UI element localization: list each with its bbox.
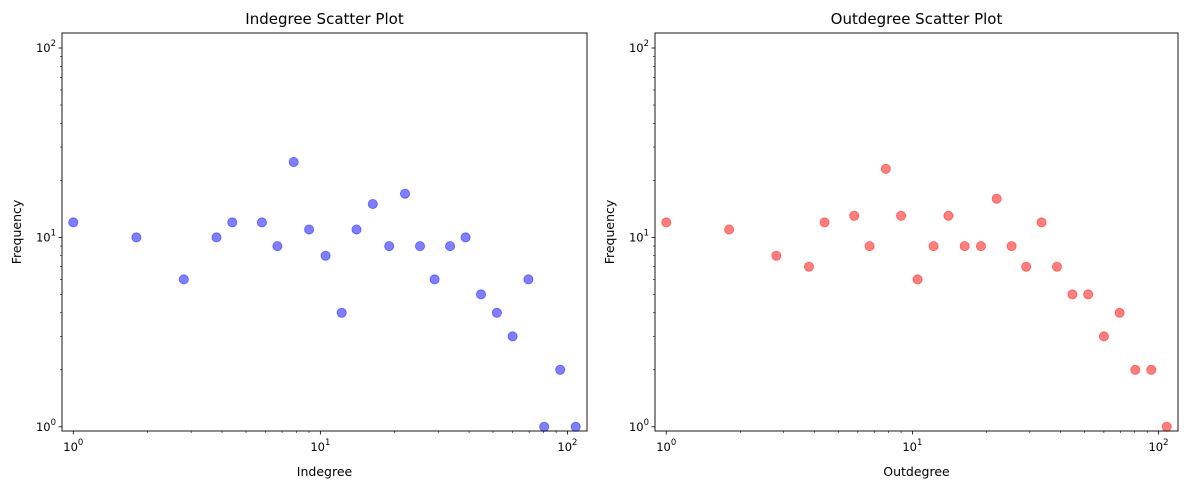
indegree-y-tick-label-1: 101	[36, 228, 56, 244]
indegree-point-18	[460, 232, 471, 243]
indegree-point-0	[68, 217, 79, 228]
indegree-point-1	[131, 232, 142, 243]
indegree-y-axis-label: Frequency	[9, 199, 24, 264]
outdegree-x-tick-label-0: 100	[656, 438, 676, 454]
indegree-point-23	[539, 421, 550, 432]
outdegree-point-17	[1036, 217, 1047, 228]
outdegree-point-18	[1052, 261, 1063, 272]
indegree-y-tick-label-2: 102	[36, 39, 56, 55]
indegree-point-22	[523, 274, 534, 285]
indegree-point-9	[320, 250, 331, 261]
indegree-chart: 100 101 102 100 101 102 Indegree Scatter Plot I…	[9, 10, 588, 479]
outdegree-point-14	[991, 193, 1002, 204]
outdegree-y-axis-label: Frequency	[602, 199, 617, 264]
outdegree-axes-frame	[654, 32, 1179, 432]
outdegree-point-9	[912, 274, 923, 285]
outdegree-x-axis-label: Outdegree	[883, 464, 950, 479]
outdegree-point-12	[959, 241, 970, 252]
indegree-x-tick-label-2: 102	[557, 438, 577, 454]
indegree-y-tick-label-0: 100	[36, 418, 56, 434]
indegree-point-5	[256, 217, 267, 228]
outdegree-point-25	[1161, 421, 1172, 432]
indegree-point-10	[336, 307, 347, 318]
outdegree-chart: 100 101 102 100 101 102 Outdegree Scatter Plot…	[602, 10, 1179, 479]
outdegree-x-tick-label-2: 102	[1148, 438, 1168, 454]
indegree-axes-frame	[61, 32, 588, 432]
outdegree-y-tick-label-2: 102	[629, 39, 649, 55]
indegree-x-axis-label: Indegree	[297, 464, 353, 479]
outdegree-point-11	[943, 210, 954, 221]
outdegree-point-2	[771, 250, 782, 261]
indegree-point-2	[178, 274, 189, 285]
outdegree-point-3	[804, 261, 815, 272]
outdegree-chart-title: Outdegree Scatter Plot	[831, 10, 1003, 28]
outdegree-y-tick-label-0: 100	[629, 418, 649, 434]
indegree-point-17	[445, 241, 456, 252]
indegree-point-11	[351, 224, 362, 235]
indegree-point-13	[384, 241, 395, 252]
indegree-point-7	[288, 156, 299, 167]
indegree-point-12	[367, 198, 378, 209]
outdegree-point-19	[1067, 289, 1078, 300]
indegree-point-16	[429, 274, 440, 285]
outdegree-point-22	[1114, 307, 1125, 318]
outdegree-point-13	[976, 241, 987, 252]
outdegree-point-20	[1083, 289, 1094, 300]
indegree-point-8	[304, 224, 315, 235]
outdegree-point-1	[724, 224, 735, 235]
indegree-point-24	[555, 364, 566, 375]
outdegree-point-24	[1146, 364, 1157, 375]
outdegree-point-23	[1130, 364, 1141, 375]
outdegree-point-8	[896, 210, 907, 221]
outdegree-y-tick-label-1: 101	[629, 228, 649, 244]
outdegree-point-5	[849, 210, 860, 221]
outdegree-point-10	[928, 241, 939, 252]
outdegree-point-7	[880, 163, 891, 174]
indegree-point-14	[399, 188, 410, 199]
indegree-point-19	[475, 289, 486, 300]
indegree-point-3	[211, 232, 222, 243]
indegree-chart-title: Indegree Scatter Plot	[245, 10, 404, 28]
indegree-point-6	[272, 241, 283, 252]
indegree-x-tick-label-0: 100	[63, 438, 83, 454]
indegree-point-15	[414, 241, 425, 252]
indegree-point-20	[491, 307, 502, 318]
outdegree-point-0	[661, 217, 672, 228]
indegree-x-tick-label-1: 101	[310, 438, 330, 454]
outdegree-point-4	[819, 217, 830, 228]
indegree-point-25	[570, 421, 581, 432]
outdegree-point-21	[1098, 331, 1109, 342]
outdegree-point-15	[1006, 241, 1017, 252]
outdegree-x-tick-label-1: 101	[902, 438, 922, 454]
outdegree-point-6	[864, 241, 875, 252]
indegree-point-21	[507, 331, 518, 342]
outdegree-point-16	[1021, 261, 1032, 272]
indegree-point-4	[227, 217, 238, 228]
